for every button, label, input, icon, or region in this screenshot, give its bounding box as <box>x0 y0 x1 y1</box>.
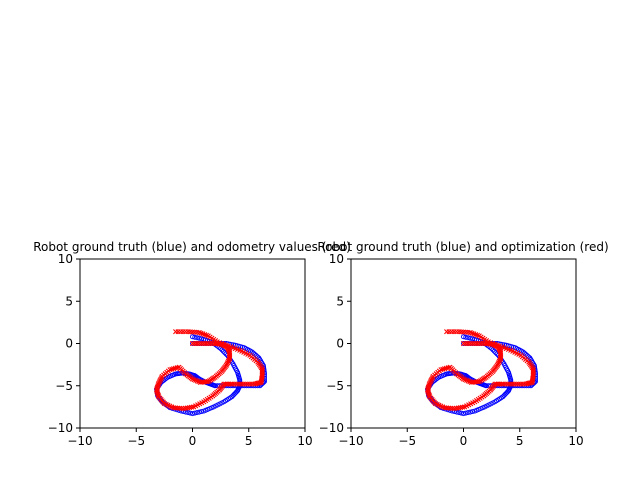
plot-area <box>424 329 538 417</box>
circle-marker <box>467 409 473 415</box>
y-tick-label: −10 <box>48 421 73 435</box>
circle-marker <box>196 409 202 415</box>
circle-marker <box>465 335 471 341</box>
circle-marker <box>222 350 228 356</box>
circle-marker <box>472 336 478 342</box>
y-tick-label: 10 <box>329 252 344 266</box>
x-tick-label: 5 <box>516 434 524 448</box>
circle-marker <box>470 336 475 342</box>
circle-marker <box>194 335 200 341</box>
circle-marker <box>201 336 207 342</box>
plot-area <box>153 329 267 417</box>
circle-marker <box>461 334 466 340</box>
circle-marker <box>249 349 255 355</box>
circle-marker <box>465 410 471 416</box>
circle-marker <box>220 348 226 354</box>
x-marker <box>444 329 450 335</box>
x-tick-label: 0 <box>189 434 197 448</box>
circle-marker <box>199 409 204 415</box>
y-tick-label: 5 <box>336 294 344 308</box>
y-tick-label: −5 <box>326 379 344 393</box>
x-marker <box>173 329 179 335</box>
circle-marker <box>192 410 198 416</box>
estimate-series <box>424 329 536 412</box>
x-tick-label: 0 <box>460 434 468 448</box>
x-tick-label: 5 <box>245 434 253 448</box>
circle-marker <box>463 410 469 416</box>
circle-marker <box>461 411 466 417</box>
y-tick-label: −10 <box>319 421 344 435</box>
circle-marker <box>456 410 462 416</box>
y-tick-label: 10 <box>58 252 73 266</box>
x-tick-label: −10 <box>338 434 363 448</box>
y-tick-label: 0 <box>65 337 73 351</box>
y-tick-label: −5 <box>55 379 73 393</box>
chart-title: Robot ground truth (blue) and odometry v… <box>33 240 351 254</box>
circle-marker <box>470 409 475 415</box>
x-tick-label: −5 <box>398 434 416 448</box>
subplot-odometry: Robot ground truth (blue) and odometry v… <box>33 240 351 448</box>
y-tick-label: 0 <box>336 337 344 351</box>
circle-marker <box>490 347 496 353</box>
estimate-series <box>153 329 265 412</box>
x-marker <box>426 392 432 398</box>
subplot-optimization: Robot ground truth (blue) and optimizati… <box>317 240 608 448</box>
axis-ticks: −10 −5 0 5 10 −10 −5 0 5 10 <box>48 252 313 448</box>
x-marker <box>227 381 233 387</box>
x-tick-label: −10 <box>67 434 92 448</box>
circle-marker <box>491 348 497 354</box>
chart-title: Robot ground truth (blue) and optimizati… <box>317 240 608 254</box>
circle-marker <box>493 350 499 356</box>
x-tick-label: 10 <box>297 434 312 448</box>
circle-marker <box>463 334 469 340</box>
circle-marker <box>458 410 464 416</box>
circle-marker <box>192 334 198 340</box>
circle-marker <box>190 411 195 417</box>
x-marker <box>498 381 504 387</box>
axis-ticks: −10 −5 0 5 10 −10 −5 0 5 10 <box>319 252 584 448</box>
circle-marker <box>196 335 202 341</box>
x-tick-label: −5 <box>127 434 145 448</box>
circle-marker <box>520 349 526 355</box>
circle-marker <box>185 410 191 416</box>
circle-marker <box>190 334 195 340</box>
circle-marker <box>219 347 225 353</box>
x-marker <box>155 392 161 398</box>
circle-marker <box>187 410 193 416</box>
x-tick-label: 10 <box>568 434 583 448</box>
circle-marker <box>199 336 204 342</box>
y-tick-label: 5 <box>65 294 73 308</box>
circle-marker <box>194 410 200 416</box>
circle-marker <box>467 335 473 341</box>
